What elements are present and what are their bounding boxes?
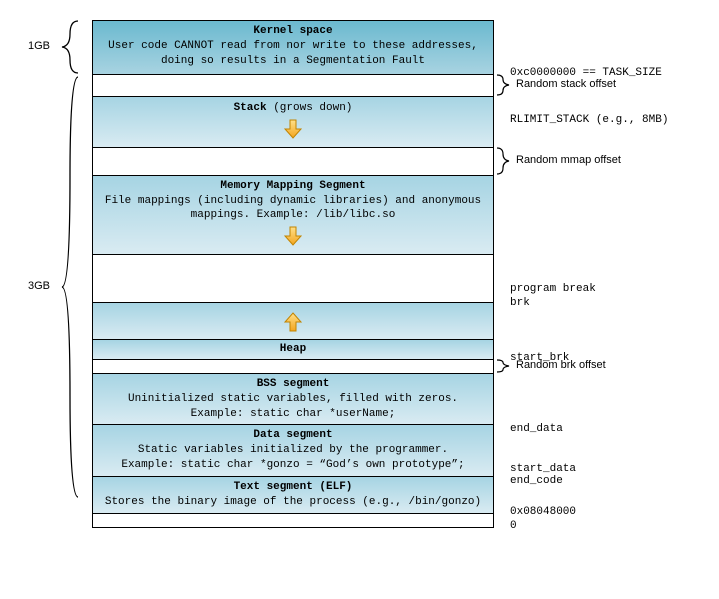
- arrow-up-icon: [284, 312, 302, 332]
- segment-mmap: Memory Mapping Segment File mappings (in…: [93, 175, 493, 254]
- gap-unused: [93, 254, 493, 302]
- data-desc2: Example: static char *gonzo = “God’s own…: [103, 458, 483, 473]
- stack-title-row: Stack (grows down): [103, 100, 483, 116]
- segment-heap-grow: [93, 302, 493, 339]
- brace-random-brk-offset: [496, 359, 510, 373]
- label-3gb: 3GB: [28, 280, 50, 292]
- label-random-mmap-offset: Random mmap offset: [516, 154, 621, 166]
- label-zero: 0: [510, 520, 517, 532]
- label-random-brk-offset: Random brk offset: [516, 359, 606, 371]
- mmap-title: Memory Mapping Segment: [103, 179, 483, 194]
- segment-kernel: Kernel space User code CANNOT read from …: [93, 20, 493, 74]
- arrow-down-icon: [284, 119, 302, 139]
- label-program-break: program break: [510, 283, 596, 295]
- data-desc1: Static variables initialized by the prog…: [103, 443, 483, 458]
- segment-stack: Stack (grows down): [93, 96, 493, 147]
- segments-column: Kernel space User code CANNOT read from …: [92, 20, 494, 528]
- heap-title: Heap: [103, 342, 483, 357]
- gap-random-stack: [93, 74, 493, 96]
- gap-bottom: [93, 513, 493, 527]
- stack-note: (grows down): [267, 102, 353, 114]
- label-rlimit-stack: RLIMIT_STACK (e.g., 8MB): [510, 114, 668, 126]
- text-desc: Stores the binary image of the process (…: [103, 495, 483, 510]
- gap-random-mmap: [93, 147, 493, 175]
- brace-3gb: [60, 76, 80, 498]
- arrow-down-icon: [284, 226, 302, 246]
- brace-1gb: [60, 20, 80, 74]
- kernel-title: Kernel space: [103, 24, 483, 39]
- bss-desc1: Uninitialized static variables, filled w…: [103, 392, 483, 407]
- label-end-data: end_data: [510, 423, 563, 435]
- label-end-code: end_code: [510, 475, 563, 487]
- bss-desc2: Example: static char *userName;: [103, 407, 483, 422]
- segment-text: Text segment (ELF) Stores the binary ima…: [93, 476, 493, 513]
- segment-bss: BSS segment Uninitialized static variabl…: [93, 373, 493, 425]
- label-brk: brk: [510, 297, 530, 309]
- kernel-desc: User code CANNOT read from nor write to …: [103, 39, 483, 69]
- brace-random-mmap-offset: [496, 147, 510, 175]
- segment-data: Data segment Static variables initialize…: [93, 424, 493, 476]
- label-start-data: start_data: [510, 463, 576, 475]
- segment-heap: Heap: [93, 339, 493, 359]
- label-1gb: 1GB: [28, 40, 50, 52]
- text-title: Text segment (ELF): [103, 480, 483, 495]
- stack-title: Stack: [234, 102, 267, 114]
- gap-random-brk: [93, 359, 493, 373]
- data-title: Data segment: [103, 428, 483, 443]
- brace-random-stack-offset: [496, 74, 510, 96]
- label-text-addr: 0x08048000: [510, 506, 576, 518]
- label-random-stack-offset: Random stack offset: [516, 78, 616, 90]
- bss-title: BSS segment: [103, 377, 483, 392]
- memory-layout-diagram: 1GB 3GB Kernel space User code CANNOT re…: [20, 20, 700, 528]
- mmap-desc: File mappings (including dynamic librari…: [103, 194, 483, 224]
